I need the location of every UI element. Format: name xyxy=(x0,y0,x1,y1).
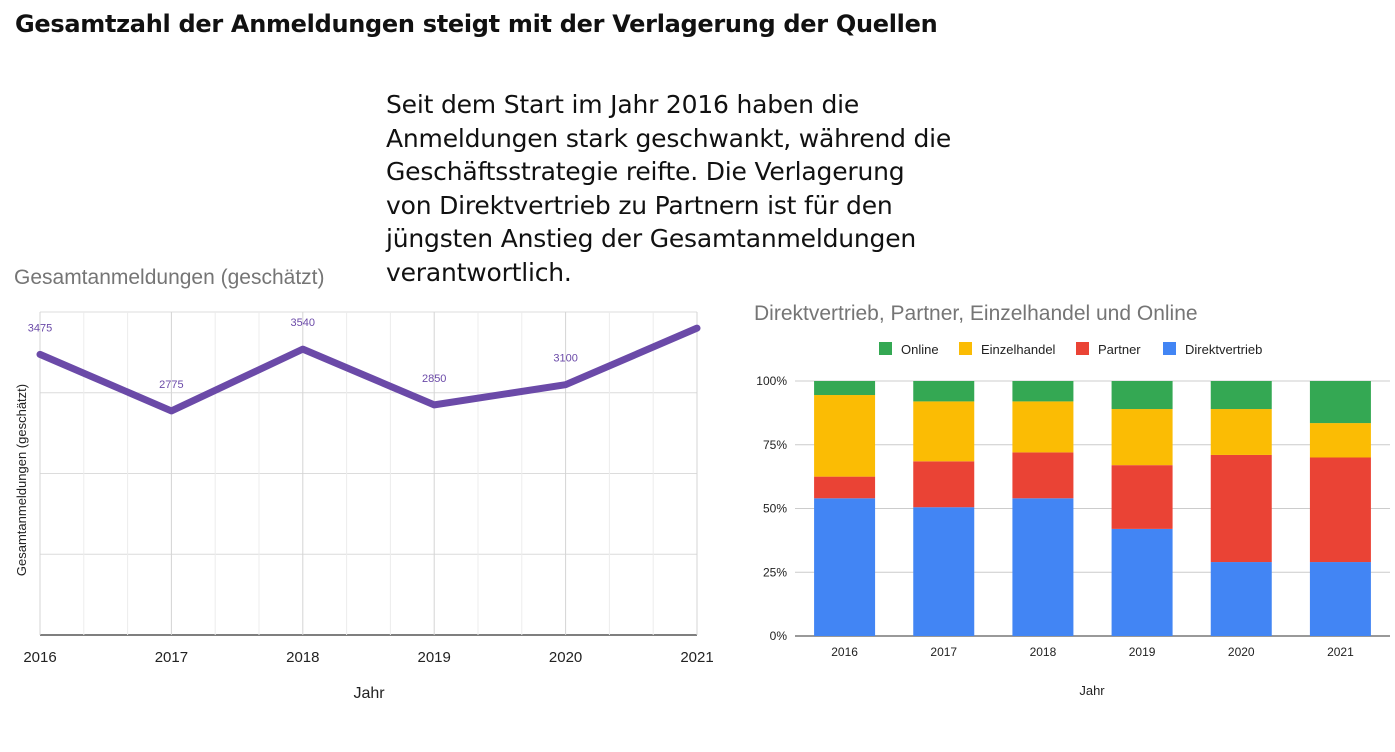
line-chart-x-axis-label: Jahr xyxy=(353,685,385,702)
bar-segment-einzelhandel xyxy=(1309,423,1371,458)
bar-chart-y-tick: 50% xyxy=(763,502,787,516)
legend-label: Einzelhandel xyxy=(981,342,1056,357)
legend-swatch xyxy=(1163,342,1176,355)
line-chart-y-axis-label: Gesamtanmeldungen (geschätzt) xyxy=(14,384,29,576)
page-title: Gesamtzahl der Anmeldungen steigt mit de… xyxy=(15,10,938,38)
legend-item-partner: Partner xyxy=(1076,342,1141,357)
bar-segment-direktvertrieb xyxy=(1309,562,1371,636)
line-chart-x-tick: 2020 xyxy=(549,649,582,666)
bar-chart-x-axis-label: Jahr xyxy=(1079,683,1105,698)
bar-segment-einzelhandel xyxy=(913,401,975,462)
bar-segment-einzelhandel xyxy=(814,395,876,477)
bar-segment-direktvertrieb xyxy=(1111,528,1173,636)
line-chart-x-tick: 2021 xyxy=(680,649,713,666)
intro-line: von Direktvertrieb zu Partnern ist für d… xyxy=(386,190,893,220)
bar-chart-legend: Online Einzelhandel Partner Direktvertrieb xyxy=(879,342,1262,357)
intro-line: jüngsten Anstieg der Gesamtanmeldungen xyxy=(386,224,917,253)
line-chart-x-tick: 2016 xyxy=(23,649,56,666)
legend-item-online: Online xyxy=(879,342,939,357)
line-chart-data-label: 2775 xyxy=(159,379,183,391)
legend-label: Online xyxy=(901,342,939,357)
bar-chart-bars xyxy=(814,381,1371,636)
line-chart-series xyxy=(36,324,701,415)
legend-item-direktvertrieb: Direktvertrieb xyxy=(1163,342,1262,357)
line-chart-x-tick: 2019 xyxy=(418,649,451,666)
line-chart-x-tick: 2018 xyxy=(286,649,319,666)
bar-segment-einzelhandel xyxy=(1012,401,1074,453)
bar-segment-direktvertrieb xyxy=(1012,498,1074,636)
bar-segment-einzelhandel xyxy=(1111,409,1173,466)
line-chart-data-labels: 3475 2775 3540 2850 3100 xyxy=(28,317,578,391)
bar-chart-x-tick: 2017 xyxy=(930,645,957,659)
bar-chart-y-tick: 100% xyxy=(756,374,787,388)
bar-segment-direktvertrieb xyxy=(913,507,975,636)
line-chart-data-label: 2850 xyxy=(422,373,446,385)
bar-segment-direktvertrieb xyxy=(1210,562,1272,636)
bar-segment-online xyxy=(1210,381,1272,410)
bar-segment-online xyxy=(1111,381,1173,410)
intro-line: Anmeldungen stark geschwankt, während di… xyxy=(386,123,952,153)
line-chart: Gesamtanmeldungen (geschätzt) 2016 2017 20… xyxy=(14,266,714,702)
legend-swatch xyxy=(959,342,972,355)
bar-chart-x-axis: 2016 2017 2018 2019 2020 2021 xyxy=(831,645,1354,659)
legend-item-einzelhandel: Einzelhandel xyxy=(959,342,1056,357)
intro-text: Seit dem Start im Jahr 2016 haben die An… xyxy=(386,88,1026,289)
intro-line: verantwortlich. xyxy=(386,257,572,287)
line-chart-series-line xyxy=(36,324,701,415)
bar-chart-x-tick: 2021 xyxy=(1327,645,1354,659)
bar-chart-grid: 0% 25% 50% 75% 100% xyxy=(756,374,1390,643)
bar-segment-direktvertrieb xyxy=(814,498,876,636)
line-chart-data-label: 3540 xyxy=(291,317,315,329)
line-chart-title: Gesamtanmeldungen (geschätzt) xyxy=(14,266,325,289)
bar-chart-x-tick: 2020 xyxy=(1228,645,1255,659)
legend-label: Partner xyxy=(1098,342,1141,357)
bar-segment-partner xyxy=(913,461,975,508)
intro-line: Seit dem Start im Jahr 2016 haben die xyxy=(386,90,860,119)
bar-chart-x-tick: 2018 xyxy=(1030,645,1057,659)
bar-chart-y-tick: 25% xyxy=(763,565,787,579)
bar-segment-partner xyxy=(1210,454,1272,563)
legend-swatch xyxy=(879,342,892,355)
line-chart-grid xyxy=(39,311,698,636)
bar-segment-partner xyxy=(1111,465,1173,529)
bar-segment-partner xyxy=(1309,457,1371,563)
legend-swatch xyxy=(1076,342,1089,355)
bar-segment-online xyxy=(814,381,876,396)
bar-chart: Direktvertrieb, Partner, Einzelhandel un… xyxy=(754,302,1390,698)
bar-segment-online xyxy=(913,381,975,402)
bar-segment-online xyxy=(1309,381,1371,424)
line-chart-x-axis: 2016 2017 2018 2019 2020 2021 xyxy=(23,649,713,666)
intro-line: Geschäftsstrategie reifte. Die Verlageru… xyxy=(386,157,905,186)
bar-chart-x-tick: 2019 xyxy=(1129,645,1156,659)
bar-chart-x-tick: 2016 xyxy=(831,645,858,659)
bar-segment-einzelhandel xyxy=(1210,409,1272,455)
bar-chart-y-tick: 0% xyxy=(770,629,788,643)
bar-chart-title: Direktvertrieb, Partner, Einzelhandel un… xyxy=(754,302,1198,325)
bar-segment-partner xyxy=(814,476,876,499)
line-chart-x-tick: 2017 xyxy=(155,649,188,666)
line-chart-data-label: 3475 xyxy=(28,322,52,334)
line-chart-data-label: 3100 xyxy=(553,353,577,365)
bar-segment-online xyxy=(1012,381,1074,402)
bar-chart-y-tick: 75% xyxy=(763,438,787,452)
legend-label: Direktvertrieb xyxy=(1185,342,1262,357)
bar-segment-partner xyxy=(1012,452,1074,499)
